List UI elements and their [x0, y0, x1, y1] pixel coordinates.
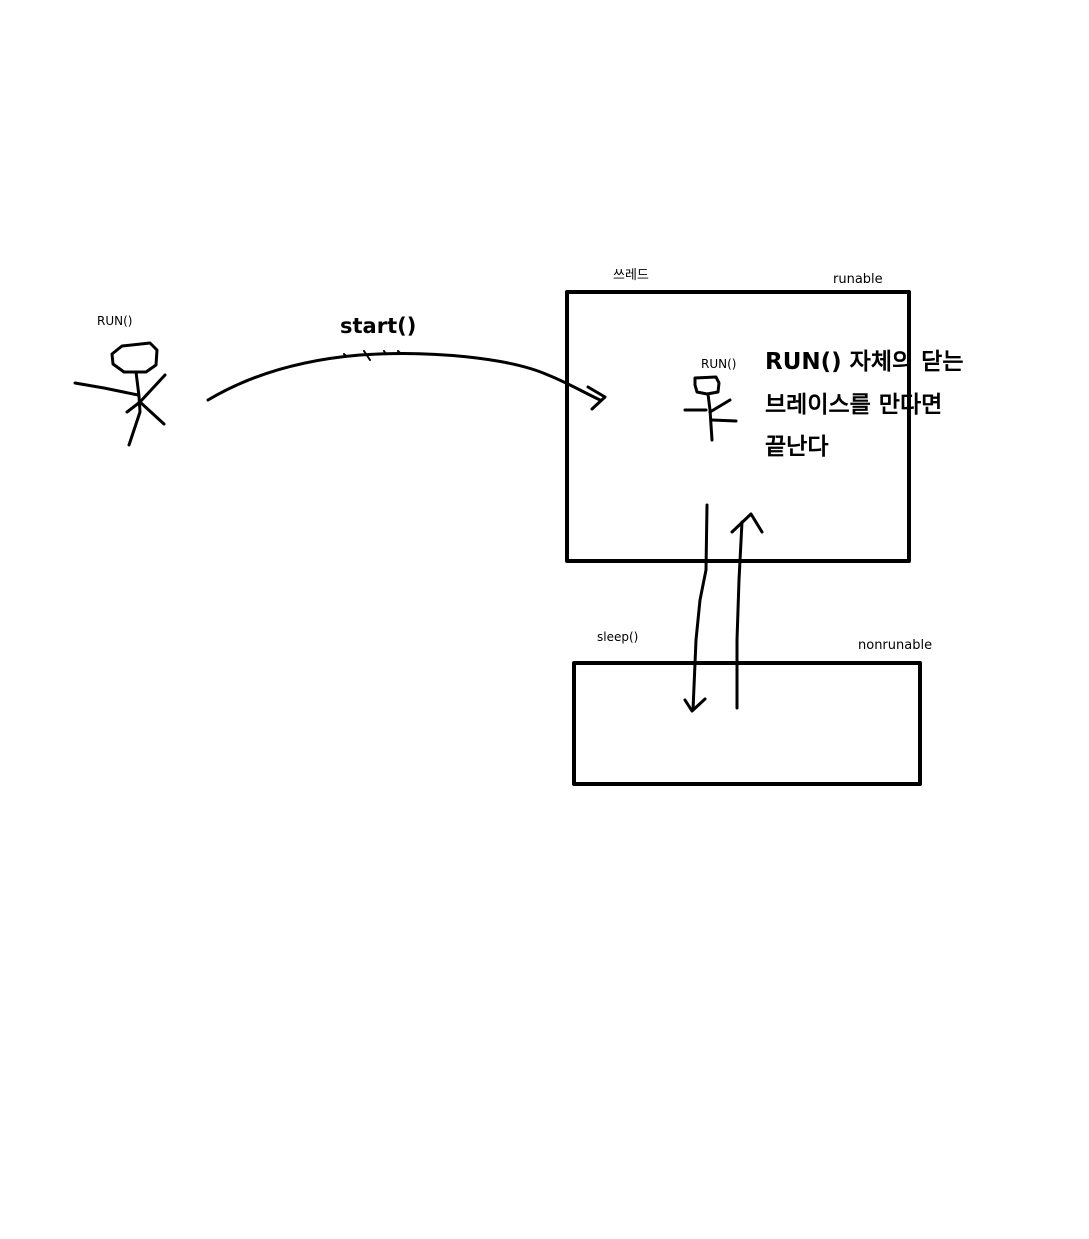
- runable-state-label: runable: [833, 272, 883, 287]
- stick-figure-inside-body: [706, 392, 714, 442]
- stick-figure-outside: [73, 341, 167, 447]
- start-underline-scribble: [343, 350, 402, 361]
- stick-figure-inside-head: [693, 375, 721, 396]
- start-call-label: start(): [340, 314, 417, 338]
- stick-figure-outside-legs: [125, 400, 166, 426]
- sleep-arrow-down-line: [691, 503, 709, 712]
- stick-figure-outside-head: [110, 341, 159, 374]
- nonrunable-state-label: nonrunable: [858, 638, 933, 653]
- wake-arrow-up: [730, 512, 764, 710]
- stick-figure-outside-arms: [73, 373, 167, 404]
- thread-end-note-line-2: 브레이스를 만다면: [765, 392, 943, 418]
- start-arrow-curve: [206, 352, 602, 402]
- start-arrow: [206, 350, 607, 411]
- stick-figure-inside: [683, 375, 738, 442]
- runable-box: [565, 290, 911, 563]
- stick-figure-inside-arms: [683, 398, 738, 423]
- nonrunable-box: [572, 661, 922, 786]
- thread-end-note-line-1: RUN() 자체의 닫는: [765, 349, 964, 375]
- inside-run-label: RUN(): [701, 357, 737, 371]
- wake-arrow-up-line: [735, 520, 744, 710]
- stick-figure-outside-body: [127, 370, 142, 447]
- thread-end-note-line-3: 끝난다: [765, 434, 829, 460]
- sleep-arrow-down-head: [683, 697, 707, 713]
- sleep-call-label: sleep(): [597, 630, 639, 644]
- sleep-arrow-down: [683, 503, 709, 713]
- start-arrow-head: [586, 385, 607, 411]
- outside-run-label: RUN(): [97, 314, 133, 328]
- wake-arrow-up-head: [730, 512, 764, 534]
- thread-title-label: 쓰레드: [613, 268, 649, 283]
